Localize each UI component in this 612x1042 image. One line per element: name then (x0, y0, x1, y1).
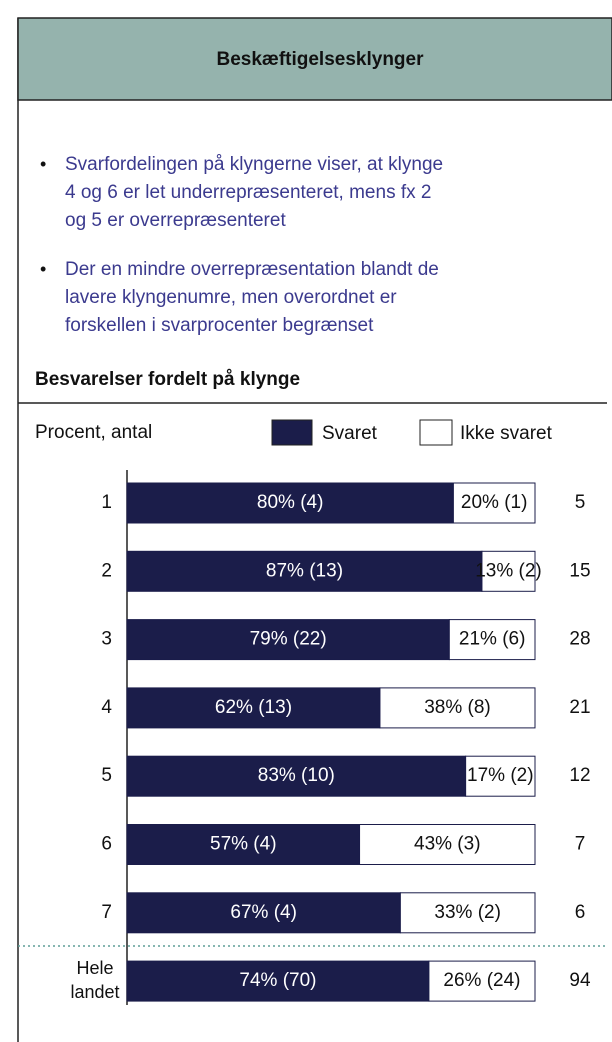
bar-segment (126, 550, 483, 592)
bullet-dot: • (40, 259, 46, 279)
bar-segment (448, 619, 536, 661)
value-label: 21% (6) (459, 629, 526, 650)
category-label: Hele landet (70, 958, 119, 1002)
legend-label: Svaret (322, 423, 378, 444)
bar-segment (359, 824, 536, 865)
value-label: 33% (2) (434, 902, 501, 923)
value-label: 74% (70) (239, 970, 316, 991)
bullet-dot: • (40, 154, 46, 174)
category-line: Hele (76, 958, 113, 978)
value-label: 67% (4) (230, 902, 297, 923)
bar-segment (126, 892, 401, 934)
total-label: 28 (569, 629, 590, 650)
value-label: 79% (22) (250, 629, 327, 650)
chart-subtitle: Procent, antal (35, 422, 152, 443)
category-label: 7 (101, 902, 112, 923)
legend-swatch (271, 419, 313, 446)
category-label: 5 (101, 765, 112, 786)
legend-swatch (419, 419, 453, 446)
bar-segment (126, 687, 381, 729)
bar-segment (126, 482, 454, 524)
bar-segment (481, 550, 536, 592)
total-label: 94 (569, 970, 591, 991)
category-label: 2 (101, 560, 112, 581)
value-label: 13% (2) (475, 560, 542, 581)
bar-segment (465, 755, 536, 797)
total-label: 7 (575, 834, 586, 855)
value-label: 43% (3) (414, 834, 481, 855)
total-label: 21 (569, 697, 590, 718)
bar-segment (399, 892, 536, 934)
total-label: 12 (569, 765, 590, 786)
bullet-text: 4 og 6 er let underrepræsenteret, mens f… (65, 182, 431, 203)
bar-segment (126, 755, 467, 797)
bar-segment (126, 824, 361, 865)
value-label: 26% (24) (443, 970, 520, 991)
header-box (17, 17, 612, 101)
chart-title: Besvarelser fordelt på klynge (35, 369, 300, 390)
category-line: landet (70, 982, 119, 1002)
value-label: 87% (13) (266, 560, 343, 581)
category-label: 3 (101, 629, 112, 650)
value-label: 20% (1) (461, 492, 528, 513)
value-label: 80% (4) (257, 492, 324, 513)
value-label: 83% (10) (258, 765, 335, 786)
category-label: 6 (101, 834, 112, 855)
bar-segment (126, 619, 450, 661)
value-label: 62% (13) (215, 697, 292, 718)
value-label: 38% (8) (424, 697, 491, 718)
bullet-text: forskellen i svarprocenter begrænset (65, 315, 374, 336)
total-label: 5 (575, 492, 586, 513)
bullet-text: og 5 er overrepræsenteret (65, 210, 286, 231)
bullet-text: lavere klyngenumre, men overordnet er (65, 287, 397, 308)
bar-segment (428, 960, 536, 1002)
total-label: 15 (569, 560, 590, 581)
legend-label: Ikke svaret (460, 423, 553, 444)
category-label: 4 (101, 697, 112, 718)
bar-segment (126, 960, 430, 1002)
category-label: 1 (101, 492, 112, 513)
bullet-text: Svarfordelingen på klyngerne viser, at k… (65, 154, 443, 175)
bullet-text: Der en mindre overrepræsentation blandt … (65, 259, 439, 280)
value-label: 17% (2) (467, 765, 534, 786)
bar-segment (379, 687, 536, 729)
bar-segment (452, 482, 536, 524)
total-label: 6 (575, 902, 586, 923)
header-title: Beskæftigelsesklynger (217, 49, 425, 70)
value-label: 57% (4) (210, 834, 277, 855)
